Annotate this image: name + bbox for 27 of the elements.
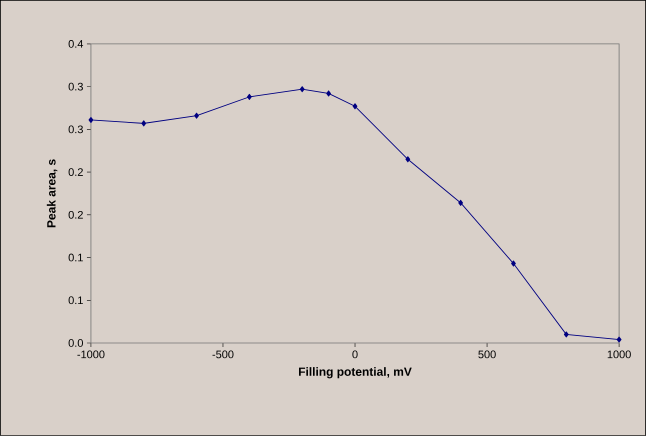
x-axis-title: Filling potential, mV [299, 367, 412, 378]
y-tick-label: 0.1 [68, 254, 83, 262]
point [194, 112, 199, 119]
point [300, 86, 305, 92]
point [352, 103, 358, 110]
y-tick-label: 0.2 [68, 168, 83, 176]
x-tick-label: 1000 [608, 350, 631, 358]
point [616, 336, 622, 343]
x-tick-label: -1000 [77, 350, 105, 358]
y-tick-label: 0.3 [68, 126, 83, 134]
y-tick-label: 0.1 [68, 296, 83, 304]
x-tick-label: -500 [212, 350, 234, 358]
x-tick-label: 500 [478, 350, 496, 358]
point [405, 156, 410, 162]
point [564, 331, 569, 338]
y-tick-label: 0.2 [68, 210, 83, 219]
point [88, 116, 94, 124]
y-axis-title: Peak area, s [46, 159, 58, 228]
y-tick-label: 0.0 [68, 339, 83, 347]
y-tick-label: 0.4 [68, 40, 84, 48]
point [141, 120, 146, 126]
point [326, 90, 332, 97]
point [511, 260, 516, 267]
y-tick-label: 0.3 [68, 82, 83, 91]
point [458, 200, 464, 206]
point [246, 94, 252, 100]
x-tick-label: 0 [352, 350, 358, 358]
